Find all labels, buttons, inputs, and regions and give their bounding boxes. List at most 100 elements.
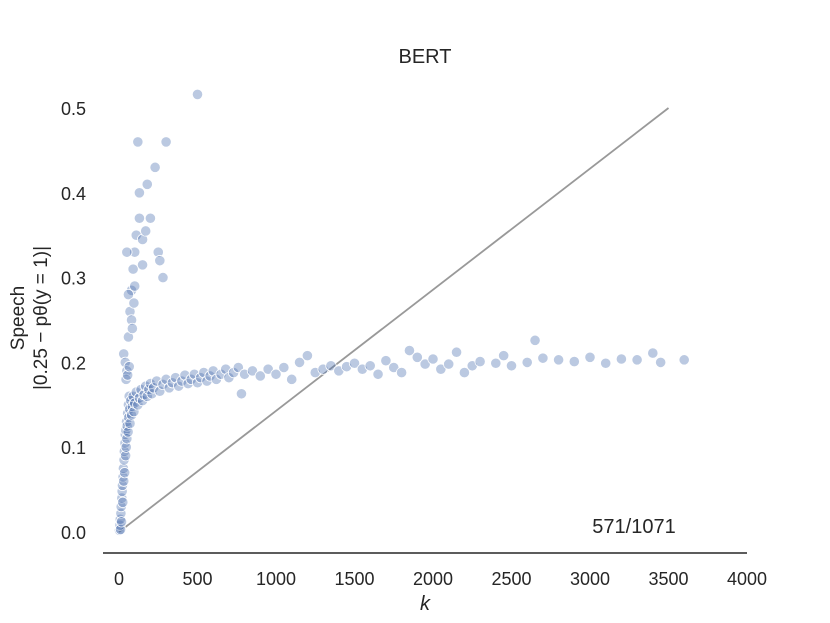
data-point	[411, 351, 423, 363]
x-tick-label: 1000	[256, 569, 296, 589]
data-point	[254, 370, 266, 382]
data-point	[552, 354, 565, 366]
data-point	[403, 344, 416, 357]
data-point	[119, 356, 131, 368]
data-point	[235, 388, 248, 400]
data-point	[395, 366, 408, 379]
data-point	[458, 366, 470, 379]
data-point	[130, 229, 142, 241]
data-point	[160, 373, 172, 385]
data-point	[364, 360, 376, 372]
data-point	[647, 347, 659, 359]
data-point	[119, 467, 131, 479]
data-point	[388, 361, 400, 374]
x-axis-label: k	[420, 593, 431, 615]
data-point	[293, 356, 306, 368]
x-tick-label: 3000	[570, 569, 610, 589]
data-point	[615, 353, 628, 365]
data-point	[529, 334, 541, 346]
data-point	[152, 246, 164, 258]
data-point	[120, 441, 132, 453]
data-point	[128, 297, 140, 309]
data-point	[117, 496, 129, 508]
y-tick-label: 0.5	[61, 99, 86, 119]
data-point	[154, 255, 166, 267]
data-point	[198, 366, 210, 379]
data-point	[179, 369, 191, 381]
y-tick-label: 0.3	[61, 269, 86, 289]
data-point	[123, 361, 135, 373]
data-point	[124, 417, 136, 430]
data-point	[301, 350, 313, 362]
data-point	[132, 136, 144, 148]
data-point	[141, 178, 153, 190]
x-tick-label: 3500	[648, 569, 688, 589]
x-tick-labels: 0 500 1000 1500 2000 2500 3000 3500 4000	[114, 569, 767, 589]
data-point	[118, 348, 130, 360]
data-point	[122, 426, 134, 438]
data-point	[498, 350, 510, 362]
data-point	[129, 280, 141, 292]
data-point	[128, 405, 140, 418]
data-point	[631, 354, 643, 366]
data-point	[655, 356, 667, 368]
data-point	[160, 136, 172, 148]
data-point	[188, 368, 200, 380]
x-tick-label: 1500	[334, 569, 374, 589]
data-point	[121, 433, 133, 445]
data-point	[127, 263, 139, 275]
data-point	[132, 399, 144, 411]
data-point	[115, 516, 128, 528]
y-tick-label: 0.2	[61, 353, 86, 373]
data-point	[136, 233, 149, 246]
data-point	[435, 363, 447, 375]
data-point	[348, 357, 361, 369]
data-point	[191, 88, 204, 101]
data-point	[325, 360, 337, 372]
chart-title: BERT	[399, 46, 452, 68]
y-axis-label-line-1: Speech	[8, 286, 29, 350]
data-point	[372, 368, 384, 380]
data-point	[140, 225, 152, 237]
data-point	[600, 357, 612, 369]
data-point	[474, 355, 486, 368]
data-point	[133, 212, 146, 224]
scatter-points	[113, 88, 690, 536]
data-point	[278, 361, 290, 374]
data-point	[419, 358, 431, 370]
data-point	[246, 365, 259, 377]
x-tick-label: 2500	[491, 569, 531, 589]
data-point	[122, 369, 134, 381]
data-point	[537, 352, 549, 364]
data-point	[568, 355, 580, 368]
data-point	[122, 288, 135, 301]
y-tick-labels: 0.0 0.1 0.2 0.3 0.4 0.5	[61, 99, 86, 543]
y-tick-label: 0.0	[61, 523, 86, 543]
data-point	[117, 462, 129, 474]
y-axis-label: Speech |0.25 − pθ(y = 1)|	[8, 246, 52, 390]
reference-line	[118, 107, 670, 533]
data-point	[136, 259, 149, 271]
y-tick-label: 0.1	[61, 438, 86, 458]
reference-line-segment	[118, 107, 670, 533]
data-point	[286, 373, 298, 385]
data-point	[126, 322, 138, 335]
data-point	[151, 375, 163, 387]
data-point	[118, 475, 130, 487]
x-tick-label: 2000	[413, 569, 453, 589]
data-point	[427, 353, 439, 365]
x-tick-label: 0	[114, 569, 124, 589]
data-point	[584, 351, 596, 363]
data-point	[262, 363, 274, 375]
x-tick-label: 500	[182, 569, 212, 589]
data-point	[443, 358, 455, 370]
data-point	[176, 375, 188, 387]
data-point	[125, 314, 138, 326]
data-point	[144, 212, 156, 224]
annotation-count: 571/1071	[592, 516, 675, 538]
data-point	[116, 479, 129, 491]
data-point	[121, 246, 133, 258]
y-tick-label: 0.4	[61, 184, 86, 204]
data-point	[133, 187, 146, 199]
